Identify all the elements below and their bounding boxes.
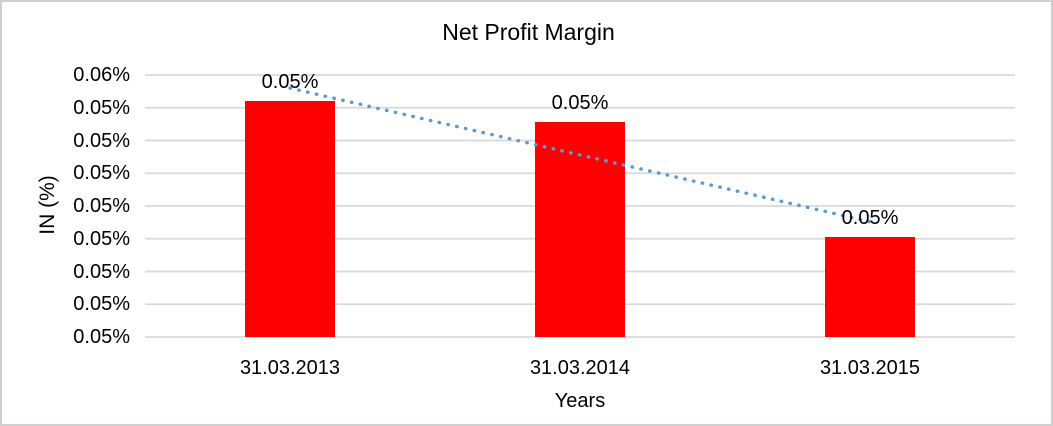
x-axis-tick-label: 31.03.2015 <box>819 357 921 379</box>
y-axis-tick-label: 0.06% <box>73 64 130 86</box>
bar-31.03.2014 <box>535 122 625 337</box>
bar-31.03.2013 <box>245 101 335 337</box>
x-axis-tick-label: 31.03.2013 <box>239 357 341 379</box>
x-axis-title: Years <box>554 390 606 412</box>
chart-title: Net Profit Margin <box>442 19 615 45</box>
data-label: 0.05% <box>551 92 609 115</box>
y-axis-tick-label: 0.05% <box>73 326 130 348</box>
y-axis-tick-label: 0.05% <box>73 195 130 217</box>
data-label: 0.05% <box>261 71 319 94</box>
y-axis-tick-label: 0.05% <box>73 227 130 250</box>
trendline <box>288 86 872 224</box>
bar-31.03.2015 <box>825 237 915 337</box>
y-axis-tick-label: 0.05% <box>73 162 130 185</box>
y-axis-tick-label: 0.05% <box>73 293 130 316</box>
y-axis-tick-label: 0.05% <box>73 260 130 283</box>
y-axis-tick-label: 0.05% <box>73 96 130 119</box>
x-axis-tick-label: 31.03.2014 <box>529 357 631 379</box>
y-axis-tick-label: 0.05% <box>73 129 130 152</box>
data-label: 0.05% <box>841 207 899 230</box>
